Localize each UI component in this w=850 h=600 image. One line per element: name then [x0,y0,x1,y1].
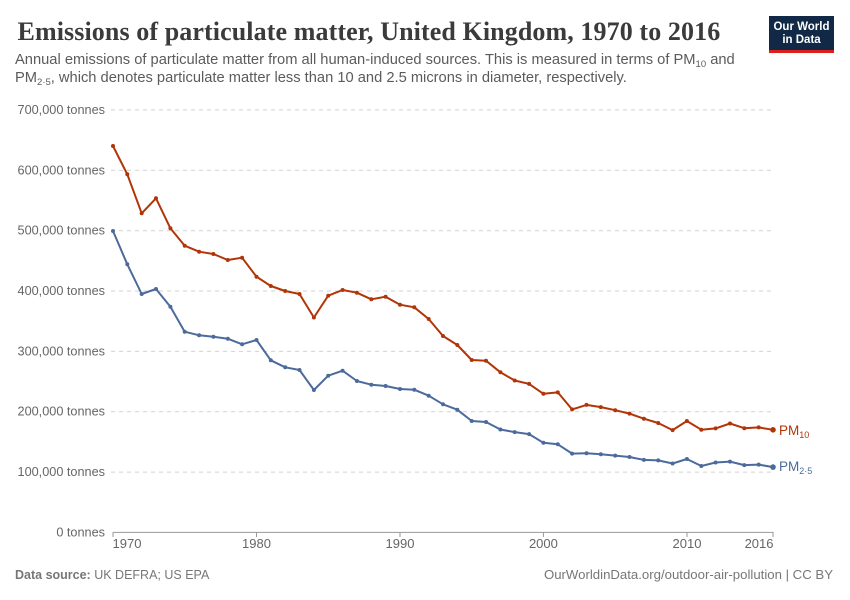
svg-text:300,000 tonnes: 300,000 tonnes [18,344,105,358]
svg-text:0 tonnes: 0 tonnes [56,525,105,539]
svg-text:200,000 tonnes: 200,000 tonnes [18,405,105,419]
svg-text:1980: 1980 [242,536,271,551]
svg-text:1970: 1970 [113,536,142,551]
svg-text:2000: 2000 [529,536,558,551]
svg-text:PM2·5: PM2·5 [779,459,812,476]
svg-text:1990: 1990 [386,536,415,551]
svg-text:600,000 tonnes: 600,000 tonnes [18,163,105,177]
svg-text:700,000 tonnes: 700,000 tonnes [18,103,105,117]
svg-text:2010: 2010 [673,536,702,551]
svg-text:500,000 tonnes: 500,000 tonnes [18,224,105,238]
svg-text:100,000 tonnes: 100,000 tonnes [18,465,105,479]
svg-text:PM10: PM10 [779,423,809,440]
svg-text:400,000 tonnes: 400,000 tonnes [18,284,105,298]
svg-text:2016: 2016 [745,536,774,551]
